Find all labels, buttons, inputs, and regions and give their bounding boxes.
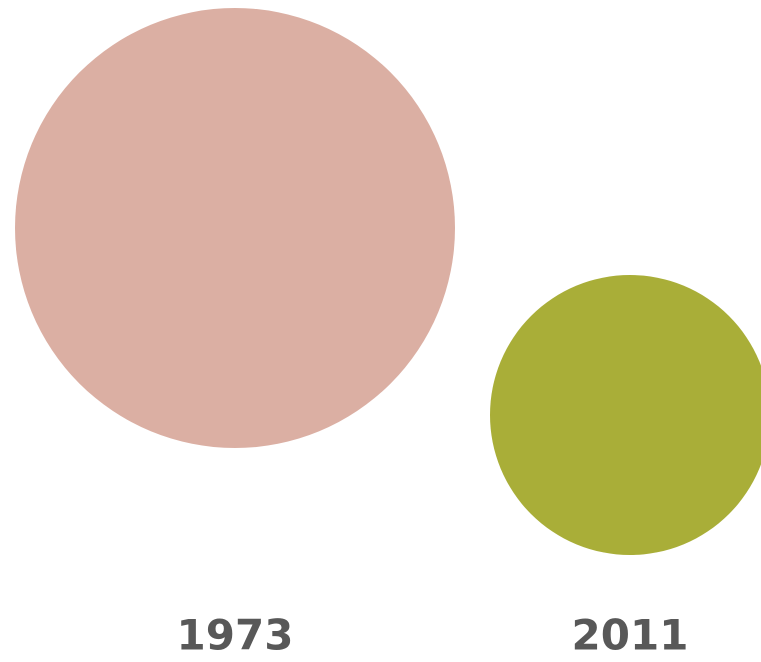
circle: [490, 275, 761, 555]
year-label: 2011: [572, 611, 689, 660]
year-label: 1973: [177, 611, 294, 660]
circle: [15, 8, 455, 448]
